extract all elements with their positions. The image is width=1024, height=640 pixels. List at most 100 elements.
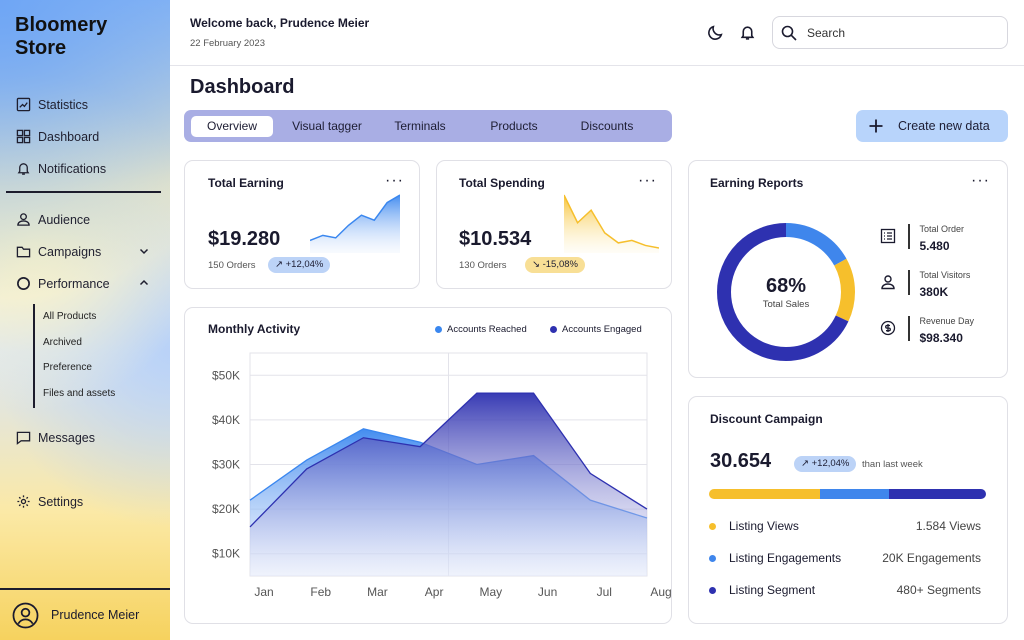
monthly-activity-chart: $50K $40K $30K $20K $10K Jan Feb Mar Apr May Jun Ju… <box>212 352 671 599</box>
sidebar-item-messages[interactable]: Messages <box>16 430 156 445</box>
legend-accounts-engaged: Accounts Engaged <box>550 324 642 335</box>
x-tick-label: Jul <box>597 585 612 599</box>
trend-up-icon: ↗ <box>275 259 283 270</box>
card-title: Earning Reports <box>710 176 804 190</box>
chevron-down-icon[interactable] <box>138 245 150 257</box>
list-value: 1.584 Views <box>915 519 981 533</box>
donut-segment-dark <box>717 223 855 361</box>
sidebar-item-performance[interactable]: Performance <box>16 276 156 291</box>
sidebar-item-label: Dashboard <box>38 129 100 144</box>
sidebar-item-label: Performance <box>38 276 110 291</box>
sidebar-item-dashboard[interactable]: Dashboard <box>16 129 156 144</box>
trend-down-icon: ↘ <box>532 259 540 270</box>
spending-orders: 130 Orders <box>459 260 507 271</box>
list-item-listing-segment: Listing Segment 480+ Segments <box>709 583 981 597</box>
stat-divider <box>908 270 910 295</box>
y-tick-label: $10K <box>212 547 240 561</box>
earning-value: $19.280 <box>208 228 281 250</box>
card-title: Total Spending <box>459 176 545 190</box>
spending-change: -15,08% <box>542 259 578 270</box>
more-options-icon[interactable]: ··· <box>385 172 404 189</box>
sparkline-line <box>564 194 659 249</box>
spending-value: $10.534 <box>459 228 532 250</box>
spending-change-badge: ↘ -15,08% <box>525 257 585 273</box>
legend-accounts-reached: Accounts Reached <box>435 324 527 335</box>
sidebar-item-settings[interactable]: Settings <box>16 494 156 509</box>
x-tick-label: Jun <box>538 585 557 599</box>
tab-bar: Overview Visual tagger Terminals Product… <box>184 110 672 142</box>
folder-icon <box>16 246 31 258</box>
legend-dot <box>550 326 557 333</box>
sidebar-item-label: Notifications <box>38 161 107 176</box>
legend-label: Accounts Reached <box>447 324 527 335</box>
create-new-data-button[interactable]: Create new data <box>856 110 1008 142</box>
trend-up-icon: ↗ <box>801 458 809 469</box>
list-label: Listing Views <box>729 519 799 533</box>
y-tick-label: $50K <box>212 368 240 382</box>
gear-icon <box>17 495 30 508</box>
list-label: Listing Segment <box>729 583 816 597</box>
tab-discounts[interactable]: Discounts <box>580 119 634 133</box>
sidebar-item-label: Campaigns <box>38 244 102 259</box>
donut-percent: 68% <box>765 275 807 297</box>
x-tick-label: Mar <box>367 585 388 599</box>
subnav-item-all-products[interactable]: All Products <box>43 311 97 322</box>
subnav-item-archived[interactable]: Archived <box>43 337 82 348</box>
sidebar: Bloomery Store Statistics Dashboard Noti… <box>0 0 170 640</box>
discount-period: than last week <box>862 459 923 470</box>
tab-terminals[interactable]: Terminals <box>394 119 446 133</box>
sidebar-item-label: Audience <box>38 212 91 227</box>
tab-overview[interactable]: Overview <box>191 116 273 137</box>
welcome-text: Welcome back, Prudence Meier <box>190 16 370 30</box>
sidebar-item-notifications[interactable]: Notifications <box>16 161 156 176</box>
list-value: 20K Engagements <box>882 551 981 565</box>
tab-visual-tagger[interactable]: Visual tagger <box>292 119 362 133</box>
search-input[interactable] <box>807 25 987 40</box>
subnav-item-preference[interactable]: Preference <box>43 362 92 373</box>
sidebar-item-statistics[interactable]: Statistics <box>16 97 156 112</box>
list-label: Listing Engagements <box>729 551 842 565</box>
monthly-activity-card: Monthly Activity Accounts Reached Accoun… <box>184 307 672 624</box>
sparkline-line <box>310 194 400 242</box>
sidebar-item-audience[interactable]: Audience <box>16 212 156 227</box>
stat-divider <box>908 224 910 249</box>
grid-icon <box>16 129 31 144</box>
series-accounts-engaged-line <box>249 392 648 528</box>
x-tick-label: Aug <box>650 585 671 599</box>
sidebar-item-campaigns[interactable]: Campaigns <box>16 244 156 259</box>
tab-products[interactable]: Products <box>490 119 538 133</box>
progress-segment-yellow <box>709 489 820 499</box>
total-earning-card: Total Earning ··· $19.280 150 Orders ↗ +… <box>184 160 420 289</box>
discount-campaign-card: Discount Campaign 30.654 ↗ +12,04% than … <box>688 396 1008 624</box>
earning-change: +12,04% <box>285 259 324 270</box>
moon-icon[interactable] <box>707 24 724 41</box>
more-options-icon[interactable]: ··· <box>638 172 657 189</box>
bell-icon[interactable] <box>739 24 756 41</box>
subnav-item-files-and-assets[interactable]: Files and assets <box>43 388 116 399</box>
status-dot <box>709 586 716 594</box>
search-box[interactable] <box>772 16 1008 49</box>
y-tick-label: $40K <box>212 413 240 427</box>
stat-value: 5.480 <box>919 239 950 253</box>
user-name: Prudence Meier <box>51 608 140 622</box>
x-tick-label: Jan <box>254 585 273 599</box>
x-tick-label: May <box>480 585 503 599</box>
card-title: Monthly Activity <box>208 322 301 336</box>
avatar-icon <box>12 602 39 628</box>
sidebar-item-label: Settings <box>38 494 84 509</box>
person-icon <box>881 275 895 290</box>
x-tick-label: Apr <box>425 585 444 599</box>
y-tick-label: $30K <box>212 458 240 472</box>
x-tick-label: Feb <box>310 585 331 599</box>
message-icon <box>16 431 31 445</box>
more-options-icon[interactable]: ··· <box>971 172 990 189</box>
stat-value: 380K <box>919 285 949 299</box>
circle-icon <box>17 277 30 290</box>
stat-label: Total Order <box>919 224 965 234</box>
chart-icon <box>16 97 31 112</box>
discount-change-badge: ↗ +12,04% <box>794 456 857 472</box>
progress-segment-blue <box>819 489 890 499</box>
discount-value: 30.654 <box>710 450 772 472</box>
user-profile[interactable]: Prudence Meier <box>0 588 170 640</box>
chevron-up-icon[interactable] <box>138 277 150 289</box>
